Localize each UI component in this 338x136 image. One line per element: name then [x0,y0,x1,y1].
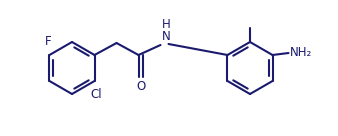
Text: H
N: H N [162,18,170,43]
Text: Cl: Cl [91,88,102,101]
Text: NH₂: NH₂ [290,47,312,60]
Text: F: F [45,35,52,48]
Text: O: O [136,80,145,93]
